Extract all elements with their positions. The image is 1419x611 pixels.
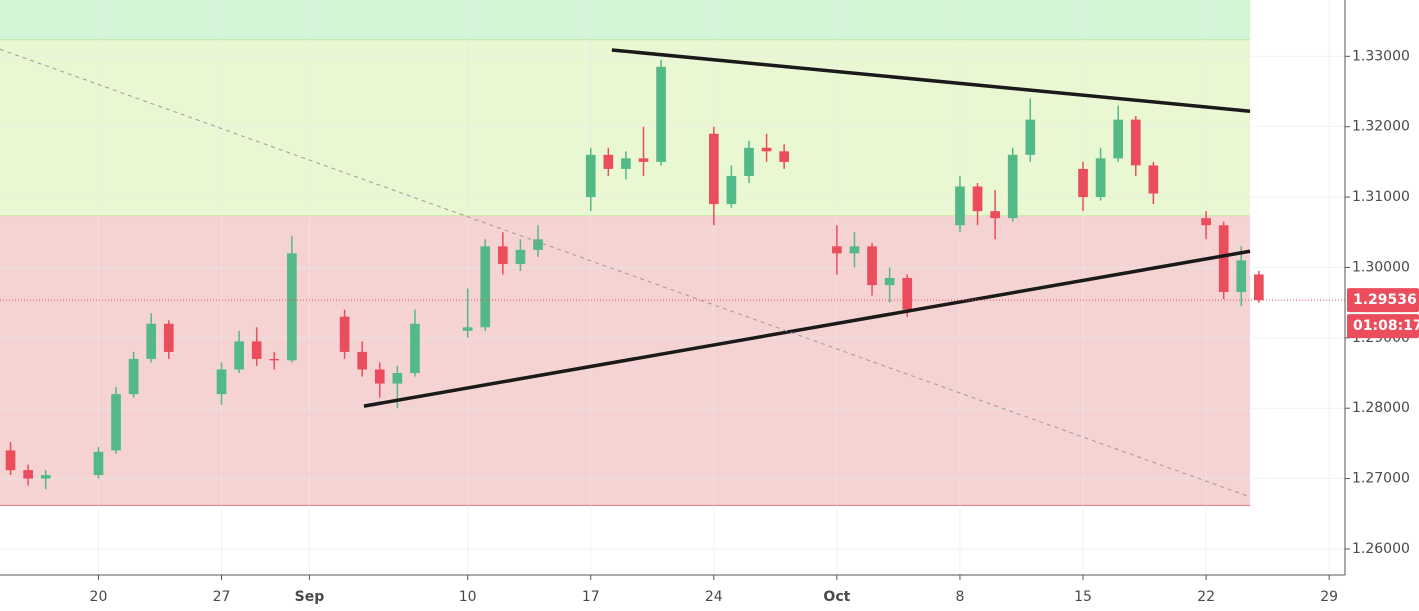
candle-body	[955, 186, 965, 226]
candle-body	[779, 151, 789, 162]
x-tick-label: 24	[705, 589, 723, 605]
y-tick-label: 1.28000	[1352, 400, 1410, 416]
candle-body	[111, 394, 121, 451]
candle-body	[1218, 225, 1229, 293]
candle-body	[498, 246, 508, 264]
candle-body	[216, 369, 227, 395]
candle-body	[761, 147, 772, 152]
candle-body	[392, 373, 403, 384]
candle-body	[1007, 154, 1018, 219]
candle-body	[163, 323, 174, 352]
candle-body	[884, 277, 895, 286]
candle-body	[462, 327, 473, 331]
candle-body	[744, 147, 754, 176]
x-tick-label: 15	[1074, 589, 1092, 605]
x-tick-label: 27	[213, 589, 231, 605]
candle-body	[603, 154, 614, 169]
y-tick-label: 1.27000	[1352, 471, 1410, 487]
candle-body	[515, 249, 526, 264]
candle-body	[287, 253, 297, 361]
candle-body	[234, 341, 244, 370]
countdown-label: 01:08:17	[1353, 318, 1419, 334]
candle-body	[1254, 274, 1264, 301]
zone	[0, 40, 1251, 217]
candle-body	[374, 369, 385, 384]
y-tick-label: 1.33000	[1352, 48, 1410, 64]
x-tick-label: 8	[955, 589, 964, 605]
candle-body	[1201, 218, 1211, 226]
candle-body	[410, 323, 420, 374]
candle-body	[867, 246, 877, 286]
x-tick-label: 29	[1320, 589, 1338, 605]
candle-body	[656, 66, 666, 162]
candle-body	[638, 158, 649, 162]
candle-body	[128, 358, 139, 395]
candle-body	[708, 133, 719, 205]
candle-body	[990, 211, 1000, 219]
candle-body	[902, 277, 913, 310]
y-tick-label: 1.31000	[1352, 189, 1410, 205]
x-tick-label: Oct	[823, 589, 850, 605]
last-price-box	[1347, 288, 1419, 313]
candle-body	[1025, 119, 1036, 155]
candle-body	[1236, 260, 1247, 293]
x-tick-label: 10	[459, 589, 477, 605]
candle-body	[585, 154, 596, 198]
candle-body	[40, 475, 51, 479]
candle-body	[357, 351, 368, 370]
candle-body	[1095, 158, 1106, 198]
candle-body	[1113, 119, 1124, 159]
candle-body	[533, 239, 543, 250]
y-tick-label: 1.30000	[1352, 259, 1410, 275]
candle-body	[832, 246, 842, 254]
candle-body	[93, 451, 104, 476]
last-price-label: 1.29536	[1353, 292, 1417, 308]
x-tick-label: 17	[582, 589, 600, 605]
zone	[0, 0, 1251, 41]
candle-body	[269, 358, 280, 361]
trend-line	[363, 249, 1251, 408]
y-tick-label: 1.32000	[1352, 119, 1410, 135]
x-tick-label: 22	[1197, 589, 1215, 605]
candle-body	[621, 158, 631, 169]
candle-body	[849, 246, 860, 254]
candle-body	[5, 450, 16, 471]
candle-body	[480, 246, 491, 328]
dashed-line	[0, 48, 1251, 498]
trend-line	[611, 48, 1251, 113]
candle-body	[1130, 119, 1141, 166]
candle-body	[972, 186, 983, 212]
candle-body	[146, 323, 157, 359]
candle-body	[339, 316, 350, 352]
x-tick-label: Sep	[295, 589, 325, 605]
candle-body	[726, 175, 737, 205]
countdown-box	[1347, 314, 1419, 339]
candle-body	[251, 341, 262, 359]
candle-body	[1078, 168, 1088, 198]
y-tick-label: 1.26000	[1352, 541, 1410, 557]
candle-body	[1148, 165, 1159, 194]
candle-body	[23, 470, 33, 479]
x-tick-label: 20	[90, 589, 108, 605]
